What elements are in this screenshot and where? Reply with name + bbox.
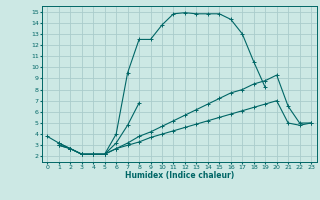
X-axis label: Humidex (Indice chaleur): Humidex (Indice chaleur) bbox=[124, 171, 234, 180]
